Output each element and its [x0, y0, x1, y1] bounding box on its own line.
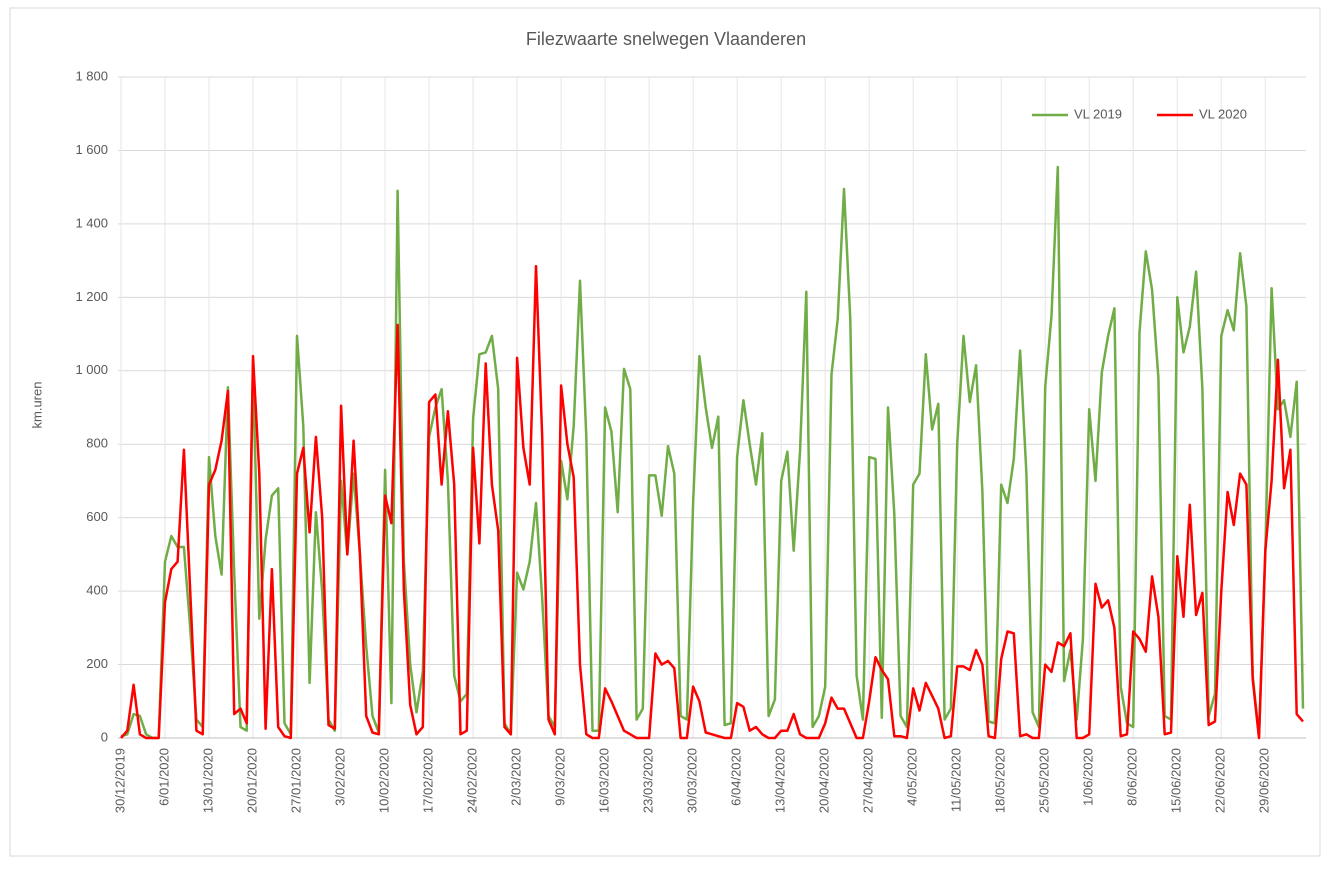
- x-tick-label: 6/01/2020: [156, 748, 171, 806]
- chart-frame: [9, 7, 1321, 857]
- x-tick-label: 13/04/2020: [773, 748, 788, 813]
- x-tick-label: 27/04/2020: [861, 748, 876, 813]
- x-tick-label: 13/01/2020: [200, 748, 215, 813]
- x-tick-label: 30/12/2019: [112, 748, 127, 813]
- y-tick-label: 1 600: [75, 142, 108, 157]
- x-tick-label: 10/02/2020: [377, 748, 392, 813]
- x-tick-label: 1/06/2020: [1081, 748, 1096, 806]
- x-tick-label: 11/05/2020: [949, 748, 964, 812]
- x-tick-label: 4/05/2020: [905, 748, 920, 806]
- line-series: [120, 264, 1304, 740]
- y-tick-label: 0: [101, 729, 108, 744]
- x-tick-label: 3/02/2020: [332, 748, 347, 806]
- y-tick-label: 800: [86, 436, 108, 451]
- x-tick-label: 25/05/2020: [1037, 748, 1052, 813]
- x-tick-label: 20/04/2020: [817, 748, 832, 813]
- x-tick-label: 6/04/2020: [729, 748, 744, 806]
- x-tick-label: 20/01/2020: [244, 748, 259, 813]
- line-series: [120, 165, 1305, 740]
- x-tick-label: 23/03/2020: [641, 748, 656, 813]
- y-tick-label: 1 800: [75, 68, 108, 83]
- x-tick-label: 29/06/2020: [1257, 748, 1272, 813]
- x-tick-label: 24/02/2020: [465, 748, 480, 813]
- y-tick-label: 1 400: [75, 215, 108, 230]
- y-axis-label: km.uren: [29, 382, 44, 429]
- y-tick-label: 1 000: [75, 362, 108, 377]
- y-tick-label: 400: [86, 583, 108, 598]
- chart-title: Filezwaarte snelwegen Vlaanderen: [526, 29, 806, 49]
- legend-label: VL 2020: [1199, 106, 1247, 121]
- y-tick-label: 200: [86, 656, 108, 671]
- x-tick-label: 18/05/2020: [993, 748, 1008, 813]
- x-tick-label: 30/03/2020: [685, 748, 700, 813]
- y-tick-label: 1 200: [75, 289, 108, 304]
- y-tick-label: 600: [86, 509, 108, 524]
- x-tick-label: 9/03/2020: [553, 748, 568, 806]
- x-tick-label: 22/06/2020: [1213, 748, 1228, 813]
- x-tick-label: 17/02/2020: [421, 748, 436, 813]
- x-tick-label: 27/01/2020: [288, 748, 303, 813]
- x-tick-label: 15/06/2020: [1169, 748, 1184, 813]
- x-tick-label: 2/03/2020: [509, 748, 524, 806]
- x-tick-label: 16/03/2020: [597, 748, 612, 813]
- x-tick-label: 8/06/2020: [1125, 748, 1140, 806]
- legend-label: VL 2019: [1074, 106, 1122, 121]
